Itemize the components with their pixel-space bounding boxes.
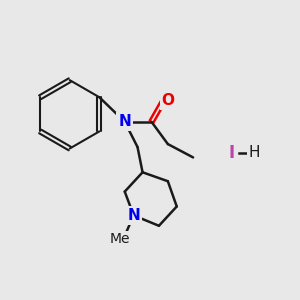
Text: N: N (118, 114, 131, 129)
Text: Me: Me (110, 232, 130, 246)
Text: H: H (248, 146, 260, 160)
Text: I: I (229, 144, 235, 162)
Text: O: O (162, 94, 175, 109)
Text: N: N (127, 208, 140, 223)
